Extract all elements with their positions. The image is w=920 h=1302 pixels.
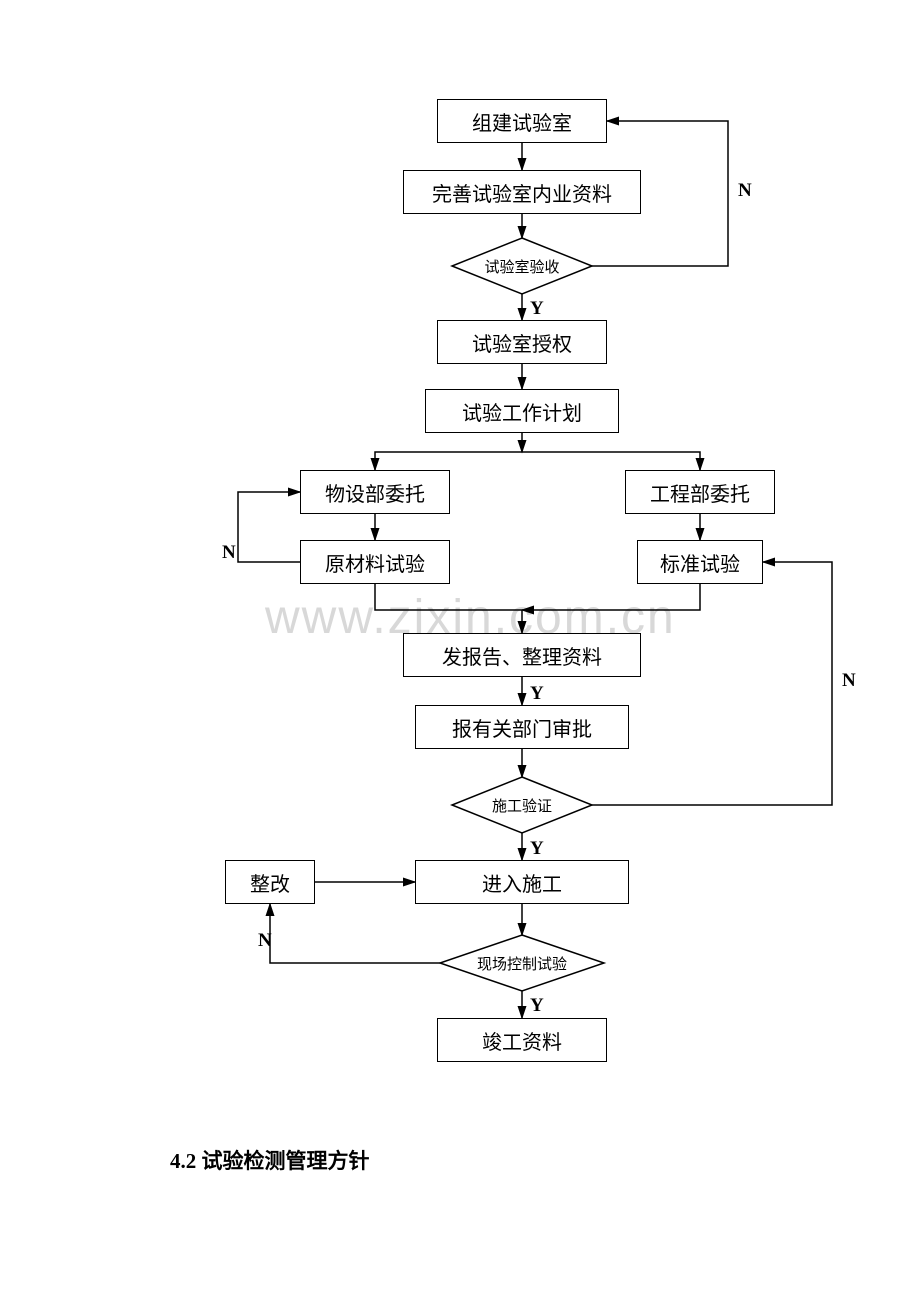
flow-edge-10 — [375, 584, 522, 633]
flow-edge-7 — [522, 452, 700, 470]
flow-step-n1: 组建试验室 — [437, 99, 607, 143]
flow-step-label: 工程部委托 — [650, 478, 750, 507]
flow-edge-label-2: Y — [530, 298, 544, 320]
flow-step-n6: 工程部委托 — [625, 470, 775, 514]
flow-step-label: 标准试验 — [660, 548, 740, 577]
flow-step-label: 竣工资料 — [482, 1026, 562, 1055]
flow-step-n10: 报有关部门审批 — [415, 705, 629, 749]
flow-step-n5: 物设部委托 — [300, 470, 450, 514]
section-heading: 4.2 试验检测管理方针 — [170, 1145, 370, 1175]
flow-step-label: 组建试验室 — [472, 107, 572, 136]
flow-edge-12 — [238, 492, 300, 562]
flow-decision-label: 试验室验收 — [484, 256, 559, 277]
flow-decision-d2: 施工验证 — [452, 777, 592, 833]
flow-step-n7: 原材料试验 — [300, 540, 450, 584]
flow-decision-d3: 现场控制试验 — [440, 935, 604, 991]
flow-step-label: 试验工作计划 — [462, 397, 582, 426]
flow-edge-16 — [592, 562, 832, 805]
flow-step-n12: 整改 — [225, 860, 315, 904]
flow-step-label: 发报告、整理资料 — [442, 641, 602, 670]
flow-edge-label-13: Y — [530, 683, 544, 705]
flow-edge-label-12: N — [222, 542, 236, 564]
flow-edge-label-20: N — [258, 930, 272, 952]
flow-decision-d1: 试验室验收 — [452, 238, 592, 294]
flow-edge-6 — [375, 452, 522, 470]
flow-decision-label: 施工验证 — [492, 795, 552, 816]
flow-edge-11 — [522, 584, 700, 610]
flow-step-label: 进入施工 — [482, 868, 562, 897]
flow-edge-label-3: N — [738, 180, 752, 202]
flow-edge-label-18: Y — [530, 995, 544, 1017]
flow-step-label: 报有关部门审批 — [452, 713, 592, 742]
flow-edge-label-15: Y — [530, 838, 544, 860]
flow-step-n4: 试验工作计划 — [425, 389, 619, 433]
flow-step-n8: 标准试验 — [637, 540, 763, 584]
flow-step-label: 整改 — [250, 868, 290, 897]
flow-step-label: 物设部委托 — [325, 478, 425, 507]
flow-edge-20 — [270, 904, 440, 963]
flow-step-n13: 竣工资料 — [437, 1018, 607, 1062]
flow-step-n2: 完善试验室内业资料 — [403, 170, 641, 214]
flow-decision-label: 现场控制试验 — [477, 953, 567, 974]
flow-step-n11: 进入施工 — [415, 860, 629, 904]
flow-step-n9: 发报告、整理资料 — [403, 633, 641, 677]
flow-step-n3: 试验室授权 — [437, 320, 607, 364]
flow-step-label: 试验室授权 — [472, 328, 572, 357]
flow-step-label: 原材料试验 — [325, 548, 425, 577]
flow-edge-label-16: N — [842, 670, 856, 692]
flow-step-label: 完善试验室内业资料 — [432, 178, 612, 207]
